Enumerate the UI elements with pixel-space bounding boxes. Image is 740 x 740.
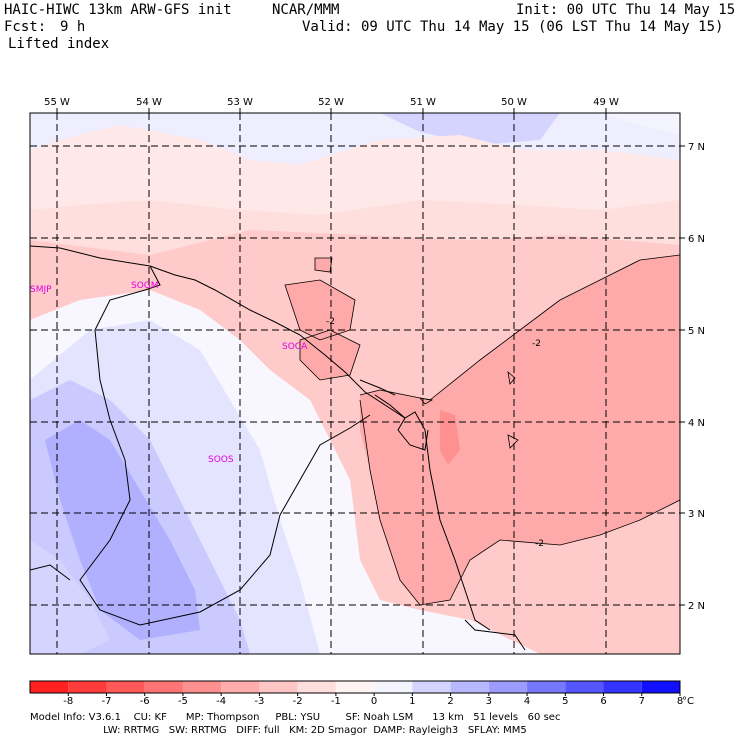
colorbar-tick-label: 7 (639, 696, 645, 707)
lat-label: 3 N (688, 509, 705, 520)
coastlines (30, 245, 526, 651)
colorbar-tick-label: -8 (63, 696, 73, 707)
colorbar-unit: °C (682, 696, 694, 707)
init-time: Init: 00 UTC Thu 14 May 15 (516, 2, 736, 18)
colorbar-tick-label: 8 (677, 696, 683, 707)
station-label: SOOS (208, 455, 234, 465)
colorbar-tick-label: 3 (486, 696, 492, 707)
center-name: NCAR/MMM (272, 2, 340, 18)
colorbar: -8 -7 -6 -5 -4 -3 -2 -1 0 1 2 3 4 5 6 7 8°C (29, 680, 694, 707)
lat-label: 6 N (688, 234, 705, 245)
colorbar-swatch (603, 681, 642, 693)
station-label: SOGM (131, 281, 159, 291)
lon-label: 53 W (227, 97, 253, 108)
colorbar-tick-label: -1 (331, 696, 341, 707)
field-name: Lifted index (8, 36, 110, 52)
colorbar-tick-label: -4 (216, 696, 226, 707)
colorbar-swatch (182, 681, 222, 693)
model-info-line-2: LW: RRTMG SW: RRTMG DIFF: full KM: 2D Sm… (30, 725, 527, 736)
map-frame (29, 112, 681, 655)
lat-label: 5 N (688, 326, 705, 337)
colorbar-swatch (565, 681, 604, 693)
colorbar-swatch (259, 681, 298, 693)
station-label: SMJP (30, 285, 52, 295)
colorbar-swatch (641, 681, 680, 693)
colorbar-swatch (527, 681, 566, 693)
colorbar-tick-label: 1 (409, 696, 415, 707)
lat-label: 7 N (688, 142, 705, 153)
model-title: HAIC-HIWC 13km ARW-GFS init (4, 2, 232, 18)
colorbar-swatch (450, 681, 489, 693)
colorbar-swatch (488, 681, 528, 693)
lon-label: 55 W (44, 97, 70, 108)
tick-marks (56, 108, 685, 606)
station-label: SOCA (282, 342, 308, 352)
graticule (30, 113, 680, 654)
lon-label: 50 W (501, 97, 527, 108)
lat-label: 4 N (688, 418, 705, 429)
forecast-label: Fcst: (4, 19, 47, 35)
lon-label: 54 W (136, 97, 162, 108)
lon-label: 52 W (318, 97, 344, 108)
colorbar-swatch (106, 681, 145, 693)
lon-label: 51 W (410, 97, 436, 108)
colorbar-tick-label: -5 (178, 696, 188, 707)
contour-label: -2 (532, 339, 541, 349)
colorbar-tick-label: 5 (562, 696, 568, 707)
colorbar-tick-label: 0 (371, 696, 377, 707)
contour-label: -2 (535, 539, 544, 549)
colorbar-tick-label: 4 (524, 696, 530, 707)
contour-label: -2 (326, 317, 335, 327)
forecast-hour: 9 h (60, 19, 86, 35)
colorbar-swatch (68, 681, 107, 693)
colorbar-tick-label: -2 (293, 696, 303, 707)
colorbar-swatch (412, 681, 451, 693)
lat-label: 2 N (688, 601, 705, 612)
colorbar-swatch (374, 681, 413, 693)
colorbar-swatch (297, 681, 336, 693)
colorbar-tick-label: -7 (101, 696, 111, 707)
colorbar-tick-label: 6 (600, 696, 606, 707)
colorbar-swatch (30, 681, 69, 693)
model-info-line-1: Model Info: V3.6.1 CU: KF MP: Thompson P… (30, 712, 561, 723)
colorbar-swatch (144, 681, 183, 693)
colorbar-tick-label: -6 (140, 696, 150, 707)
colorbar-swatch (335, 681, 375, 693)
colorbar-tick-label: -3 (254, 696, 264, 707)
lon-label: 49 W (593, 97, 619, 108)
shaded-field (30, 113, 680, 654)
colorbar-tick-label: 2 (447, 696, 453, 707)
valid-time: Valid: 09 UTC Thu 14 May 15 (06 LST Thu … (302, 19, 724, 35)
colorbar-border (29, 680, 681, 694)
colorbar-swatch (221, 681, 260, 693)
